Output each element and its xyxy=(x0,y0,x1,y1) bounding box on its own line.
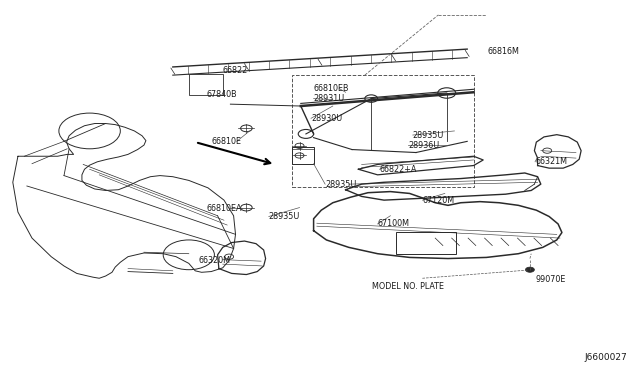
Text: 67100M: 67100M xyxy=(378,219,410,228)
Text: MODEL NO. PLATE: MODEL NO. PLATE xyxy=(372,282,444,291)
Circle shape xyxy=(525,267,534,272)
Text: 66822+A: 66822+A xyxy=(380,165,417,174)
Text: 28935U: 28935U xyxy=(325,180,356,189)
Text: 99070E: 99070E xyxy=(535,275,565,284)
Text: 66810E: 66810E xyxy=(211,137,241,146)
Text: 66810EA: 66810EA xyxy=(206,204,241,213)
Text: 28935U: 28935U xyxy=(269,212,300,221)
Text: 66816M: 66816M xyxy=(488,47,520,56)
Text: 28931U: 28931U xyxy=(314,94,345,103)
Text: 66822: 66822 xyxy=(223,66,248,75)
Text: 67120M: 67120M xyxy=(422,196,454,205)
Text: 28930U: 28930U xyxy=(311,114,342,123)
Bar xyxy=(396,232,456,254)
Text: 66321M: 66321M xyxy=(535,157,567,166)
Text: J6600027: J6600027 xyxy=(584,353,627,362)
Text: 67840B: 67840B xyxy=(206,90,237,99)
Text: 66320M: 66320M xyxy=(198,256,230,265)
Bar xyxy=(292,147,314,164)
Text: 28936U: 28936U xyxy=(408,141,440,150)
Bar xyxy=(292,75,474,187)
Text: 66810EB: 66810EB xyxy=(314,84,349,93)
Bar xyxy=(189,74,223,95)
Text: 28935U: 28935U xyxy=(413,131,444,140)
